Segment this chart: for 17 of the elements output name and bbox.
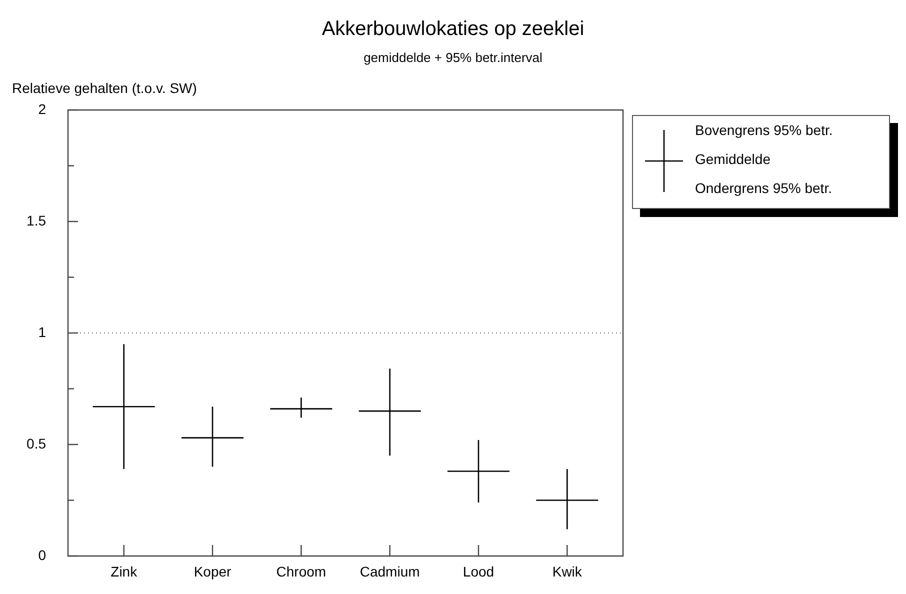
x-tick-label: Kwik	[552, 563, 583, 580]
legend-label: Gemiddelde	[695, 151, 770, 167]
x-tick-label: Koper	[194, 563, 232, 580]
y-tick-label: 1	[38, 324, 46, 340]
x-tick-label: Lood	[462, 563, 494, 580]
y-tick-label: 2	[38, 100, 46, 117]
y-tick-label: 0.5	[26, 435, 46, 452]
chart-subtitle: gemiddelde + 95% betr.interval	[362, 50, 544, 65]
x-tick-label: Zink	[110, 563, 138, 580]
y-tick-label: 0	[38, 546, 46, 563]
chart-title: Akkerbouwlokaties op zeeklei	[320, 18, 586, 41]
text: Ondergrens 95% betr.	[695, 180, 832, 196]
text: Bovengrens 95% betr.	[695, 122, 833, 138]
y-tick-label: 1.5	[26, 212, 46, 228]
x-tick-label: Chroom	[276, 563, 326, 580]
y-axis-title: Relatieve gehalten (t.o.v. SW)	[12, 80, 197, 96]
x-tick-label: Cadmium	[360, 563, 420, 580]
